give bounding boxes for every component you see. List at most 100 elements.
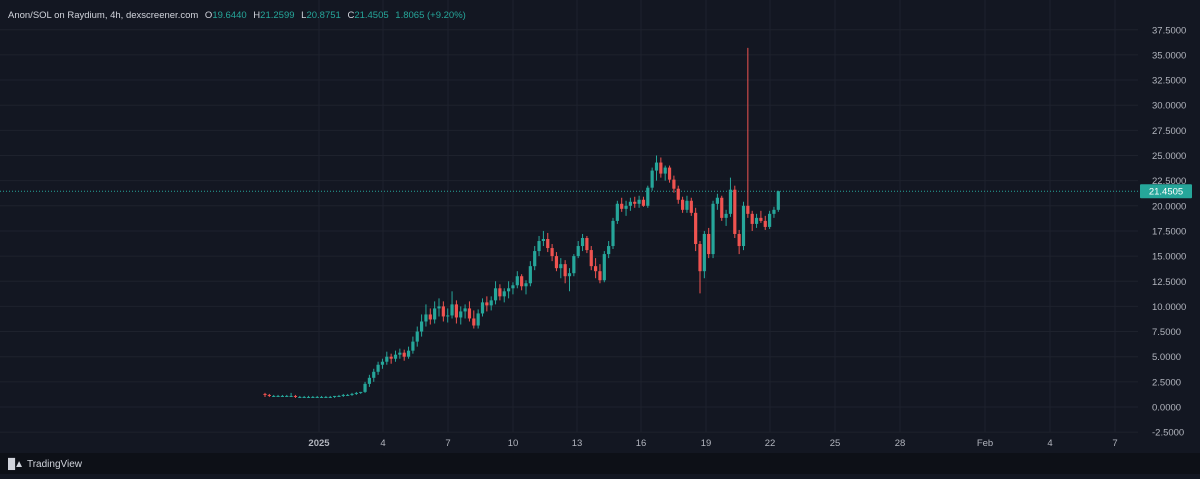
candle-body[interactable] bbox=[337, 395, 341, 397]
candle-body[interactable] bbox=[328, 396, 332, 398]
candle-body[interactable] bbox=[598, 271, 602, 281]
candle-body[interactable] bbox=[520, 276, 524, 287]
candle-body[interactable] bbox=[533, 251, 537, 267]
candle-body[interactable] bbox=[567, 273, 572, 277]
candle-body[interactable] bbox=[354, 392, 358, 394]
candle-body[interactable] bbox=[385, 356, 389, 362]
candle-body[interactable] bbox=[772, 209, 776, 214]
candle-body[interactable] bbox=[372, 371, 376, 378]
candle-body[interactable] bbox=[559, 264, 563, 269]
candle-body[interactable] bbox=[363, 383, 367, 392]
candle-body[interactable] bbox=[507, 288, 511, 292]
candle-body[interactable] bbox=[537, 241, 541, 252]
candle-body[interactable] bbox=[311, 396, 315, 398]
candle-body[interactable] bbox=[411, 341, 415, 351]
candle-body[interactable] bbox=[350, 393, 354, 395]
candle-body[interactable] bbox=[393, 354, 398, 359]
candle-body[interactable] bbox=[450, 304, 454, 316]
candle-body[interactable] bbox=[698, 244, 702, 272]
candle-body[interactable] bbox=[741, 205, 746, 247]
candle-body[interactable] bbox=[702, 233, 706, 272]
candle-body[interactable] bbox=[711, 203, 715, 255]
candle-body[interactable] bbox=[650, 170, 654, 188]
candle-body[interactable] bbox=[511, 285, 515, 289]
candle-body[interactable] bbox=[376, 364, 380, 372]
candle-body[interactable] bbox=[324, 396, 328, 398]
candle-body[interactable] bbox=[446, 315, 450, 317]
candle-body[interactable] bbox=[768, 213, 772, 227]
candle-body[interactable] bbox=[280, 395, 284, 397]
candle-body[interactable] bbox=[667, 167, 672, 180]
candle-body[interactable] bbox=[359, 391, 363, 393]
candle-body[interactable] bbox=[654, 162, 659, 171]
candle-body[interactable] bbox=[528, 266, 532, 284]
candle-body[interactable] bbox=[589, 250, 593, 267]
candle-body[interactable] bbox=[689, 200, 693, 213]
candle-body[interactable] bbox=[441, 306, 445, 317]
candle-body[interactable] bbox=[389, 356, 393, 359]
candle-body[interactable] bbox=[367, 377, 371, 384]
candle-body[interactable] bbox=[585, 237, 589, 251]
candle-body[interactable] bbox=[541, 238, 545, 242]
candle-body[interactable] bbox=[302, 396, 306, 398]
candle-body[interactable] bbox=[628, 201, 632, 206]
candle-body[interactable] bbox=[285, 395, 289, 397]
candle-body[interactable] bbox=[763, 220, 767, 227]
candle-body[interactable] bbox=[333, 395, 337, 397]
candle-body[interactable] bbox=[485, 302, 489, 306]
candle-body[interactable] bbox=[272, 395, 276, 397]
candle-body[interactable] bbox=[594, 266, 598, 272]
candle-body[interactable] bbox=[750, 213, 754, 224]
candle-body[interactable] bbox=[615, 203, 619, 221]
candle-body[interactable] bbox=[746, 205, 750, 214]
candle-body[interactable] bbox=[502, 291, 506, 297]
candle-body[interactable] bbox=[276, 395, 280, 397]
candle-body[interactable] bbox=[459, 311, 463, 318]
candle-body[interactable] bbox=[315, 396, 319, 398]
candle-body[interactable] bbox=[685, 200, 689, 210]
candle-body[interactable] bbox=[346, 394, 350, 396]
candle-body[interactable] bbox=[580, 237, 585, 247]
candle-body[interactable] bbox=[754, 217, 759, 224]
candle-body[interactable] bbox=[267, 394, 271, 396]
candle-body[interactable] bbox=[659, 162, 663, 174]
candle-body[interactable] bbox=[663, 167, 667, 174]
candle-body[interactable] bbox=[633, 201, 637, 204]
candle-body[interactable] bbox=[550, 248, 554, 257]
candle-body[interactable] bbox=[454, 304, 458, 318]
candle-body[interactable] bbox=[463, 308, 467, 312]
candle-body[interactable] bbox=[646, 187, 650, 206]
candle-body[interactable] bbox=[498, 288, 502, 297]
candle-body[interactable] bbox=[546, 238, 550, 249]
candle-body[interactable] bbox=[611, 220, 615, 247]
candle-body[interactable] bbox=[759, 217, 763, 221]
candle-body[interactable] bbox=[737, 233, 741, 247]
candle-body[interactable] bbox=[672, 179, 676, 189]
candle-body[interactable] bbox=[715, 197, 719, 204]
candle-body[interactable] bbox=[733, 189, 737, 234]
candle-body[interactable] bbox=[641, 199, 646, 206]
candle-body[interactable] bbox=[433, 308, 437, 320]
candle-body[interactable] bbox=[694, 212, 698, 245]
candle-body[interactable] bbox=[707, 233, 711, 255]
candle-body[interactable] bbox=[402, 352, 406, 357]
candle-body[interactable] bbox=[681, 199, 685, 210]
candle-body[interactable] bbox=[406, 350, 411, 357]
candle-body[interactable] bbox=[620, 203, 624, 209]
candle-body[interactable] bbox=[776, 191, 780, 210]
candle-body[interactable] bbox=[476, 313, 480, 326]
candle-body[interactable] bbox=[293, 395, 298, 397]
candle-body[interactable] bbox=[515, 276, 519, 286]
candle-body[interactable] bbox=[602, 254, 606, 281]
candle-body[interactable] bbox=[563, 264, 567, 277]
candle-body[interactable] bbox=[428, 314, 432, 320]
candle-body[interactable] bbox=[524, 283, 528, 287]
candle-body[interactable] bbox=[493, 288, 498, 301]
candle-body[interactable] bbox=[728, 189, 733, 214]
candle-body[interactable] bbox=[424, 314, 428, 322]
candle-body[interactable] bbox=[467, 308, 472, 319]
candle-body[interactable] bbox=[341, 394, 345, 396]
candle-body[interactable] bbox=[263, 393, 267, 395]
candle-body[interactable] bbox=[720, 197, 724, 218]
